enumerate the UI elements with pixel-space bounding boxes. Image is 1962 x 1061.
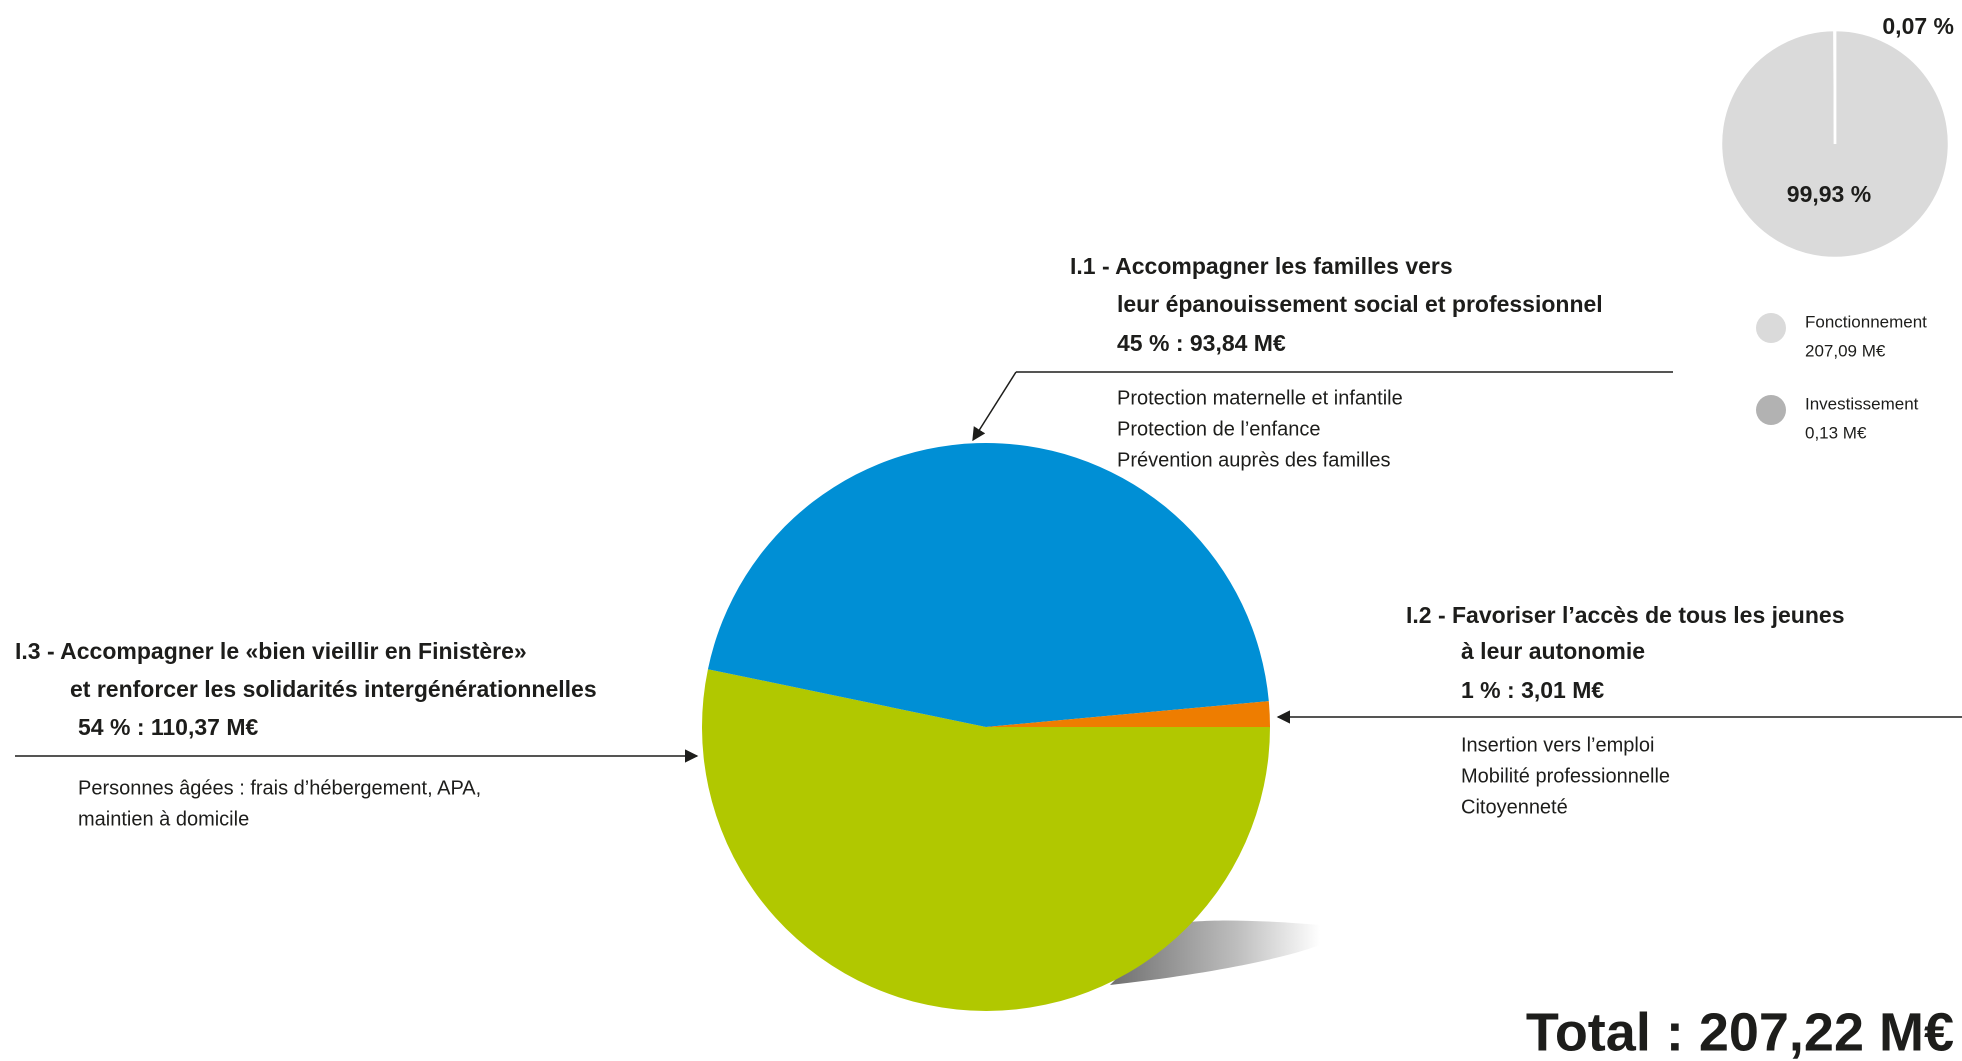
segment-title: et renforcer les solidarités intergénéra…: [70, 676, 597, 702]
leader-arrow: [972, 371, 1017, 442]
legend-label: Investissement: [1805, 394, 1919, 413]
detail: Mobilité professionnelle: [1461, 765, 1670, 787]
segment-title: à leur autonomie: [1461, 638, 1645, 664]
legend-amount: 0,13 M€: [1805, 423, 1867, 442]
detail: maintien à domicile: [78, 808, 249, 830]
detail: Protection maternelle et infantile: [1117, 387, 1403, 409]
pie-slice: [707, 443, 1269, 727]
segment-title: I.1 - Accompagner les familles vers: [1070, 253, 1453, 279]
detail: Prévention auprès des familles: [1117, 449, 1390, 471]
detail: Insertion vers l’emploi: [1461, 734, 1654, 756]
legend-swatch: [1756, 395, 1786, 425]
legend-label: Fonctionnement: [1805, 312, 1927, 331]
segment-title: I.3 - Accompagner le «bien vieillir en F…: [15, 638, 527, 664]
pie-slice: [986, 701, 1270, 727]
data-label: 0,07 %: [1882, 13, 1954, 39]
data-label: 99,93 %: [1787, 181, 1871, 207]
data-label: 54 % : 110,37 M€: [78, 714, 258, 740]
segment-title: I.2 - Favoriser l’accès de tous les jeun…: [1406, 602, 1844, 628]
pie-slice: [1833, 28, 1837, 145]
detail: Protection de l’enfance: [1117, 418, 1320, 440]
data-label: 45 % : 93,84 M€: [1117, 330, 1286, 356]
segment-title: leur épanouissement social et profession…: [1117, 291, 1603, 317]
detail: Personnes âgées : frais d’hébergement, A…: [78, 777, 481, 799]
pie-slice: [701, 669, 1270, 1011]
total: Total : 207,22 M€: [1526, 1002, 1954, 1061]
legend-amount: 207,09 M€: [1805, 341, 1886, 360]
data-label: 1 % : 3,01 M€: [1461, 677, 1604, 703]
detail: Citoyenneté: [1461, 796, 1568, 818]
legend-swatch: [1756, 313, 1786, 343]
